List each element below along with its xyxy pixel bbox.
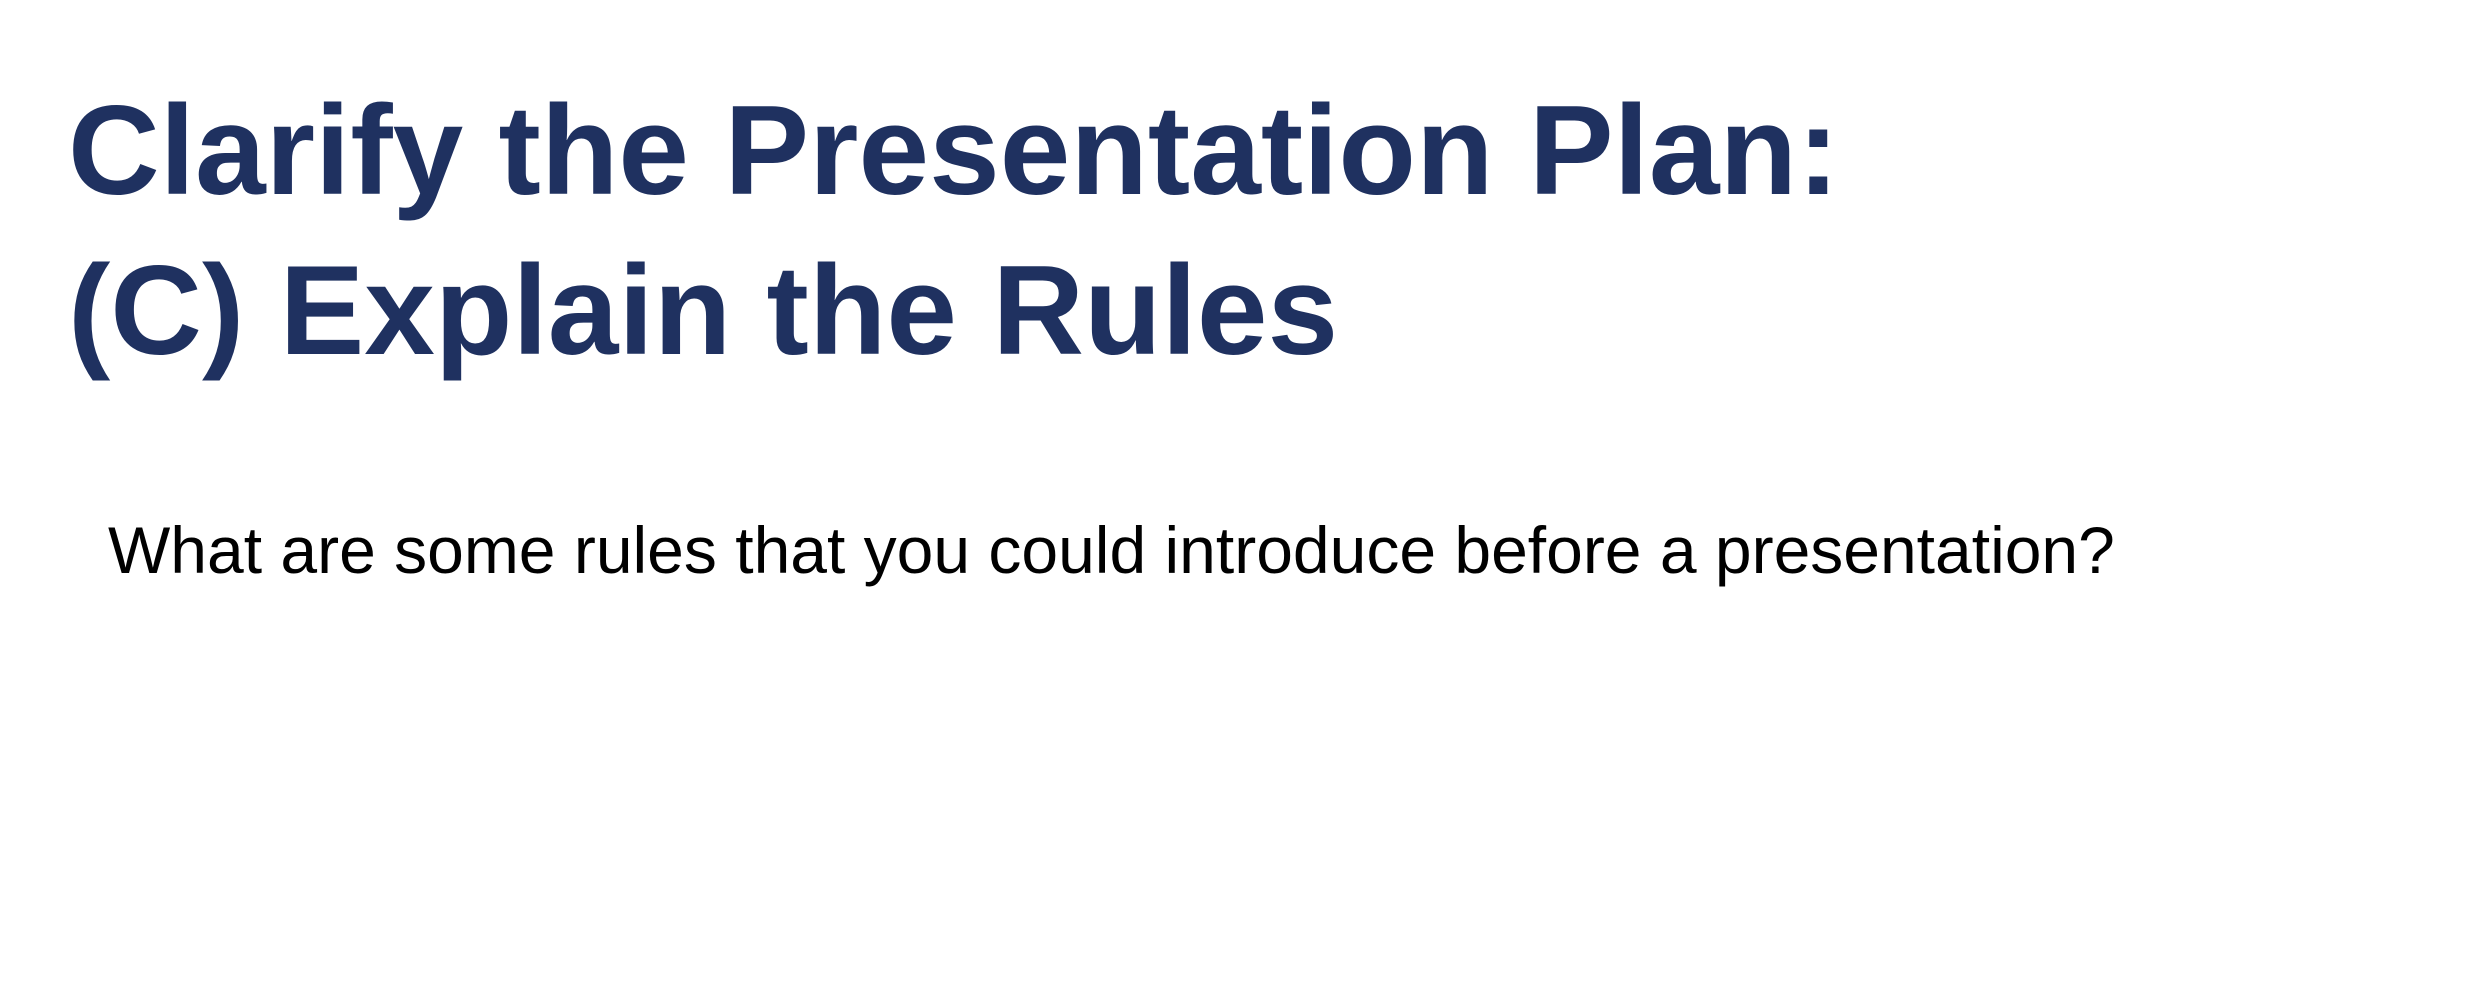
- slide-body-text: What are some rules that you could intro…: [108, 513, 2115, 587]
- slide-title-line-2: (C) Explain the Rules: [68, 239, 1339, 381]
- slide-title: Clarify the Presentation Plan: (C) Expla…: [68, 70, 1839, 390]
- slide-title-line-1: Clarify the Presentation Plan:: [68, 79, 1840, 221]
